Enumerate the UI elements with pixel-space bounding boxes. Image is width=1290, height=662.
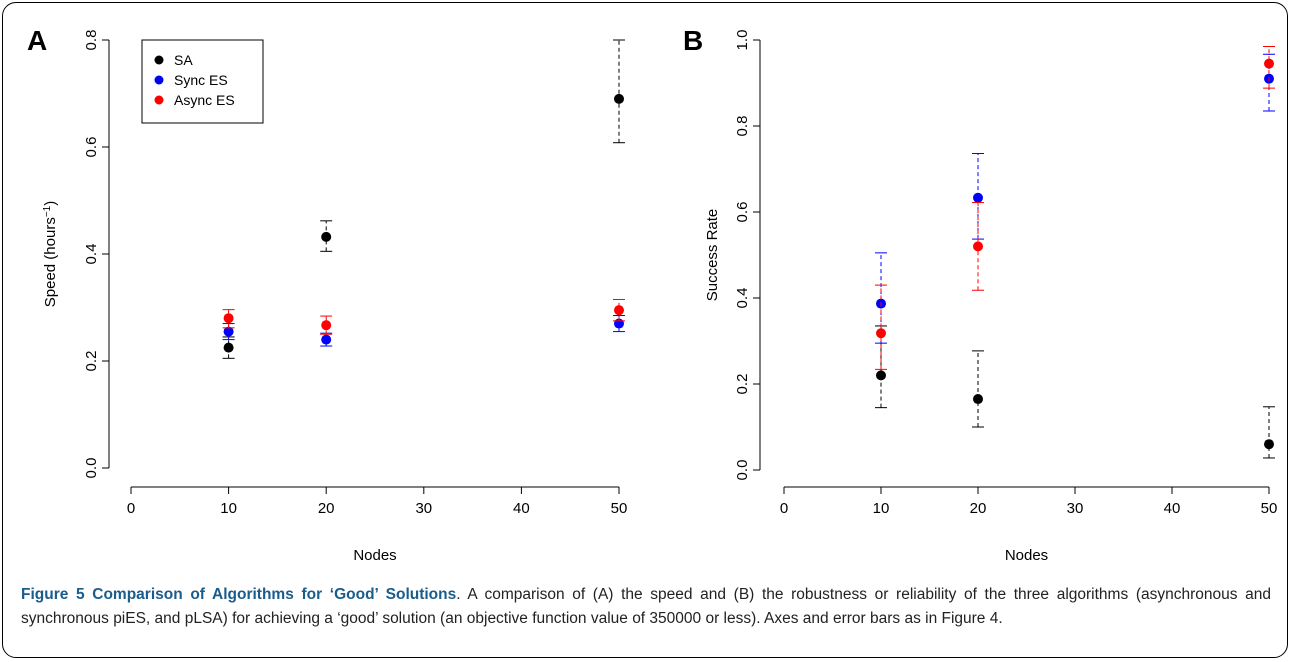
x-axis-label: Nodes (1005, 547, 1048, 564)
legend-marker (154, 55, 164, 65)
data-point-sa (973, 394, 983, 405)
y-tick-label: 0.0 (83, 458, 100, 479)
panel-label-b: B (683, 25, 704, 56)
caption-body: . A comparison of (A) the speed and (B) … (21, 586, 1272, 627)
data-point-sync-es (973, 192, 983, 203)
figure-caption: Figure 5 Comparison of Algorithms for ‘G… (21, 583, 1271, 631)
y-tick-label: 0.6 (734, 202, 751, 223)
data-point-async-es (1264, 58, 1274, 69)
data-point-sa (614, 93, 624, 104)
x-tick-label: 10 (873, 500, 890, 517)
y-tick-label: 0.8 (83, 30, 100, 51)
legend-label: Async ES (174, 92, 235, 108)
data-point-sa (321, 231, 332, 242)
y-tick-label: 0.4 (83, 244, 100, 265)
x-tick-label: 50 (1261, 500, 1278, 517)
x-tick-label: 10 (220, 500, 237, 517)
data-point-sa (223, 342, 234, 353)
x-axis-label: Nodes (353, 547, 396, 564)
data-point-async-es (321, 320, 332, 331)
success-rate-chart: 0.0 0.2 0.4 0.6 0.8 1.0 0 10 20 30 40 50 Nodes Succes… (704, 30, 1278, 564)
legend-label: Sync ES (174, 72, 228, 88)
x-tick-label: 30 (1067, 500, 1084, 517)
data-point-sa (1264, 439, 1274, 450)
legend-marker (154, 95, 164, 105)
x-tick-label: 50 (611, 500, 628, 517)
y-tick-label: 0.8 (734, 116, 751, 137)
data-point-async-es (223, 313, 234, 324)
y-tick-label: 0.2 (734, 374, 751, 395)
y-axis-label: Speed (hours−1) (42, 201, 60, 307)
x-tick-label: 30 (415, 500, 432, 517)
y-tick-label: 0.6 (83, 137, 100, 158)
speed-chart: 0.0 0.2 0.4 0.6 0.8 0 10 20 30 40 50 Nodes Speed (ho… (42, 30, 628, 564)
data-point-async-es (614, 305, 624, 316)
y-tick-label: 0.2 (83, 351, 100, 372)
x-tick-label: 40 (1164, 500, 1181, 517)
x-tick-label: 20 (970, 500, 987, 517)
data-point-sync-es (321, 334, 332, 345)
y-tick-label: 1.0 (734, 30, 751, 51)
data-point-async-es (876, 328, 886, 339)
caption-title: Figure 5 Comparison of Algorithms for ‘G… (21, 586, 457, 603)
y-tick-label: 0.4 (734, 288, 751, 309)
x-tick-label: 20 (318, 500, 335, 517)
x-tick-label: 40 (513, 500, 530, 517)
legend-label: SA (174, 52, 193, 68)
data-point-sa (876, 370, 886, 381)
data-point-sync-es (223, 326, 234, 337)
panel-label-a: A (27, 25, 48, 56)
y-tick-label: 0.0 (734, 460, 751, 481)
x-tick-label: 0 (780, 500, 788, 517)
y-axis-label: Success Rate (704, 209, 721, 302)
data-point-async-es (973, 241, 983, 252)
x-tick-label: 0 (127, 500, 135, 517)
legend-marker (154, 75, 164, 85)
